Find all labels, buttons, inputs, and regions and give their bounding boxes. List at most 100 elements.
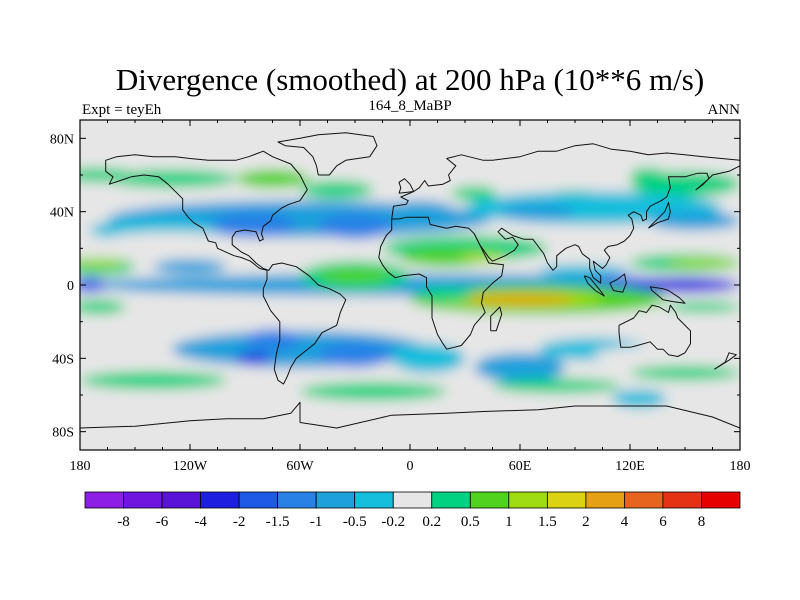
coastline [105, 150, 347, 385]
y-tick-label: 80S [52, 426, 74, 441]
field-region [171, 330, 429, 368]
x-tick-label: 60W [286, 459, 314, 474]
x-tick-label: 120E [615, 459, 645, 474]
y-tick-label: 0 [67, 279, 74, 294]
field-region [318, 213, 392, 240]
field-region [460, 252, 507, 263]
x-tick-label: 60E [509, 459, 532, 474]
field-region [593, 345, 740, 364]
field-region [630, 365, 740, 381]
colorbar-label: -8 [117, 514, 130, 530]
experiment-label: Expt = teyEh [82, 102, 162, 118]
field-region [107, 231, 236, 247]
colorbar-label: -2 [233, 514, 246, 530]
x-tick-label: 0 [407, 459, 414, 474]
season-label: ANN [708, 102, 741, 118]
y-tick-label: 80N [50, 132, 74, 147]
x-tick-label: 120W [173, 459, 208, 474]
colorbar-swatch [161, 491, 201, 509]
field-region [318, 268, 392, 284]
field-region [400, 248, 493, 267]
colorbar-label: 2 [582, 514, 590, 530]
field-region [80, 360, 190, 375]
colorbar-swatch [585, 491, 625, 509]
field-region [80, 258, 126, 268]
coastline [277, 132, 378, 176]
colorbar-label: -0.2 [381, 514, 405, 530]
field-region [80, 371, 227, 390]
field-region [107, 169, 236, 188]
coastlines [80, 132, 740, 429]
field-region [245, 329, 300, 351]
field-region [666, 258, 740, 268]
field-region [382, 200, 456, 223]
colorbar-swatch [624, 491, 664, 509]
field-region [318, 341, 392, 368]
y-tick-label: 40S [52, 352, 74, 367]
colorbar-swatch [277, 491, 317, 509]
coastline [583, 275, 605, 297]
coastline [618, 304, 691, 357]
field-region [300, 382, 447, 401]
field-region [153, 259, 227, 274]
field-region [235, 352, 273, 364]
y-axis: 80N 40N 0 40S 80S [50, 132, 740, 441]
colorbar-label: -0.5 [343, 514, 367, 530]
coastline [647, 202, 671, 229]
coastline [490, 306, 503, 332]
field-region [80, 277, 108, 293]
field-region [630, 167, 667, 183]
colorbar-swatch [392, 491, 433, 509]
y-tick-label: 40N [50, 206, 74, 221]
colorbar-swatch [508, 491, 548, 509]
coastline [299, 405, 740, 429]
colorbar: -8 -6 -4 -2 -1.5 -1 -0.5 -0.2 0.2 0.5 1 1.5 2 4 6 8 [84, 491, 741, 530]
coastline [80, 401, 301, 429]
colorbar-swatch [200, 491, 240, 509]
divergence-field [80, 120, 740, 450]
map-plot-area [80, 120, 740, 450]
field-region [538, 264, 631, 276]
field-region [593, 275, 649, 287]
field-region [630, 277, 740, 293]
colorbar-swatch [238, 491, 279, 509]
coastline [714, 352, 737, 370]
coastline [398, 178, 415, 194]
run-label: 164_8_MaBP [368, 98, 451, 114]
colorbar-label: 0.5 [461, 514, 480, 530]
field-region [611, 389, 667, 408]
field-region [212, 211, 296, 238]
colorbar-swatch [662, 491, 702, 509]
field-region [666, 301, 740, 313]
colorbar-swatch [431, 491, 471, 509]
colorbar-label: -4 [194, 514, 207, 530]
x-tick-label: 180 [730, 459, 751, 474]
field-region [80, 299, 126, 315]
colorbar-swatch [701, 491, 741, 509]
colorbar-label: -1.5 [266, 514, 290, 530]
colorbar-label: 1 [505, 514, 513, 530]
field-region [419, 286, 475, 302]
x-axis: 180 120W 60W 0 60E 120E 180 [70, 120, 751, 474]
colorbar-label: -6 [156, 514, 169, 530]
field-region [501, 202, 575, 221]
coastline [609, 273, 627, 293]
field-region [300, 180, 374, 199]
chart-title: Divergence (smoothed) at 200 hPa (10**6 … [116, 62, 704, 97]
field-region [474, 352, 566, 383]
field-region [235, 169, 310, 188]
colorbar-label: -1 [310, 514, 323, 530]
colorbar-label: 6 [659, 514, 667, 530]
colorbar-label: 4 [621, 514, 629, 530]
colorbar-swatch [315, 491, 356, 509]
coastline [649, 286, 686, 304]
colorbar-swatch [546, 491, 587, 509]
coastline [391, 143, 740, 220]
field-region [648, 211, 740, 230]
colorbar-label: 1.5 [538, 514, 557, 530]
field-region [391, 343, 466, 374]
x-tick-label: 180 [70, 459, 91, 474]
coastline [378, 216, 504, 350]
colorbar-swatch [354, 491, 394, 509]
